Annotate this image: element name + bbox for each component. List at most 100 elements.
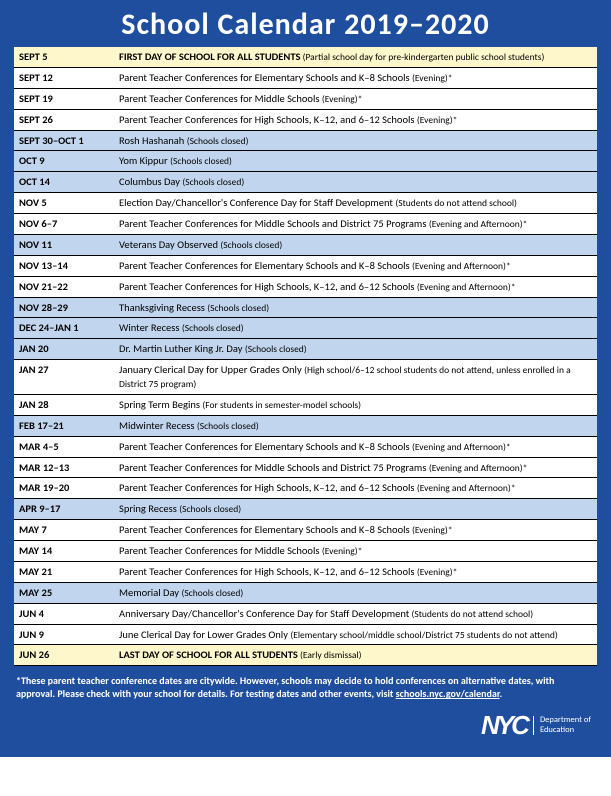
desc-cell: June Clerical Day for Lower Grades Only … [114,624,597,645]
desc-note: (Schools closed) [170,155,232,167]
desc-cell: Midwinter Recess (Schools closed) [114,415,597,436]
desc-text: Yom Kippur [119,154,170,167]
date-cell: SEPT 26 [14,109,114,130]
desc-cell: Memorial Day (Schools closed) [114,582,597,603]
date-cell: SEPT 5 [14,47,114,67]
table-row: MAR 19–20Parent Teacher Conferences for … [14,478,597,499]
table-row: SEPT 12 Parent Teacher Conferences for El… [14,67,597,88]
table-row: MAY 7Parent Teacher Conferences for Elem… [14,520,597,541]
date-cell: APR 9–17 [14,499,114,520]
desc-cell: January Clerical Day for Upper Grades On… [114,360,597,395]
date-cell: MAY 7 [14,520,114,541]
date-cell: DEC 24–JAN 1 [14,318,114,339]
table-row: JAN 20Dr. Martin Luther King Jr. Day (Sc… [14,339,597,360]
desc-text: Midwinter Recess [119,419,197,432]
desc-text: Parent Teacher Conferences for Elementar… [119,440,412,453]
desc-cell: Columbus Day (Schools closed) [114,172,597,193]
table-row: NOV 11 Veterans Day Observed (Schools clo… [14,234,597,255]
desc-note: (Elementary school/middle school/Distric… [290,629,557,641]
logo-sub-line2: Education [540,725,574,735]
calendar-table: SEPT 5FIRST DAY OF SCHOOL FOR ALL STUDEN… [14,47,597,666]
desc-cell: Parent Teacher Conferences for High Scho… [114,276,597,297]
desc-cell: LAST DAY OF SCHOOL FOR ALL STUDENTS (Ear… [114,645,597,666]
desc-text: Thanksgiving Recess [119,301,207,314]
desc-note: (Evening)* [417,566,457,578]
desc-text: Parent Teacher Conferences for Middle Sc… [119,217,429,230]
table-container: SEPT 5FIRST DAY OF SCHOOL FOR ALL STUDEN… [14,47,597,666]
desc-cell: Parent Teacher Conferences for Middle Sc… [114,88,597,109]
desc-text: Parent Teacher Conferences for High Scho… [119,481,417,494]
desc-note: (Schools closed) [181,587,243,599]
date-cell: FEB 17–21 [14,415,114,436]
desc-text: Dr. Martin Luther King Jr. Day [119,342,245,355]
desc-cell: Rosh Hashanah (Schools closed) [114,130,597,151]
desc-text: Rosh Hashanah [119,134,187,147]
table-row: JUN 4 Anniversary Day/Chancellor's Confer… [14,603,597,624]
footer-link[interactable]: schools.nyc.gov/calendar [396,687,500,700]
table-row: JAN 28Spring Term Begins (For students i… [14,394,597,415]
table-row: SEPT 26 Parent Teacher Conferences for Hi… [14,109,597,130]
table-row: OCT 9Yom Kippur (Schools closed) [14,151,597,172]
date-cell: OCT 9 [14,151,114,172]
date-cell: MAY 25 [14,582,114,603]
date-cell: OCT 14 [14,172,114,193]
desc-note: (For students in semester-model schools) [202,399,361,411]
table-row: MAR 12–13Parent Teacher Conferences for … [14,457,597,478]
desc-cell: Parent Teacher Conferences for Middle Sc… [114,457,597,478]
desc-text: Spring Recess [119,502,179,515]
desc-text: Columbus Day [119,175,182,188]
desc-text: Parent Teacher Conferences for Middle Sc… [119,544,322,557]
table-row: MAY 21 Parent Teacher Conferences for Hig… [14,561,597,582]
desc-cell: Parent Teacher Conferences for Middle Sc… [114,541,597,562]
desc-note: (Evening)* [322,545,362,557]
footer-text-b: . [500,687,503,700]
desc-note: (Schools closed) [220,239,282,251]
date-cell: NOV 28–29 [14,297,114,318]
date-cell: SEPT 12 [14,67,114,88]
date-cell: MAY 21 [14,561,114,582]
desc-note: (Schools closed) [245,343,307,355]
desc-text: Parent Teacher Conferences for Elementar… [119,71,412,84]
date-cell: JUN 4 [14,603,114,624]
date-cell: MAY 14 [14,541,114,562]
table-row: OCT 14Columbus Day (Schools closed) [14,172,597,193]
desc-note: (Evening and Afternoon)* [417,482,516,494]
nyc-logo: NYC [481,710,527,741]
desc-cell: Yom Kippur (Schools closed) [114,151,597,172]
logo-subtitle: Department of Education [533,716,591,735]
desc-note: (Evening and Afternoon)* [412,441,511,453]
desc-text: Parent Teacher Conferences for High Scho… [119,280,417,293]
desc-cell: Parent Teacher Conferences for Elementar… [114,67,597,88]
table-row: JUN 9June Clerical Day for Lower Grades … [14,624,597,645]
desc-cell: Parent Teacher Conferences for Elementar… [114,255,597,276]
page-title: School Calendar 2019–2020 [0,0,611,47]
table-row: SEPT 19Parent Teacher Conferences for Mi… [14,88,597,109]
date-cell: SEPT 30–OCT 1 [14,130,114,151]
desc-cell: Parent Teacher Conferences for High Scho… [114,109,597,130]
desc-text: Veterans Day Observed [119,238,220,251]
desc-cell: Parent Teacher Conferences for High Scho… [114,561,597,582]
desc-note: (Schools closed) [197,420,259,432]
date-cell: JUN 9 [14,624,114,645]
desc-text: Parent Teacher Conferences for Middle Sc… [119,461,429,474]
desc-cell: Spring Recess (Schools closed) [114,499,597,520]
table-row: MAY 14 Parent Teacher Conferences for Mid… [14,541,597,562]
desc-text: Parent Teacher Conferences for High Scho… [119,113,417,126]
desc-cell: Winter Recess (Schools closed) [114,318,597,339]
desc-text: Anniversary Day/Chancellor's Conference … [119,607,409,620]
date-cell: NOV 11 [14,234,114,255]
logo-row: NYC Department of Education [0,706,611,747]
desc-cell: Parent Teacher Conferences for Elementar… [114,436,597,457]
date-cell: SEPT 19 [14,88,114,109]
table-row: MAR 4–5Parent Teacher Conferences for El… [14,436,597,457]
desc-note: (Evening)* [417,114,457,126]
desc-text: Parent Teacher Conferences for High Scho… [119,565,417,578]
date-cell: NOV 21–22 [14,276,114,297]
desc-text: Memorial Day [119,586,181,599]
table-row: NOV 6–7Parent Teacher Conferences for Mi… [14,214,597,235]
desc-note: (Evening and Afternoon)* [429,218,528,230]
table-row: MAY 25Memorial Day (Schools closed) [14,582,597,603]
date-cell: JAN 28 [14,394,114,415]
desc-note: (Students do not attend school) [409,608,533,620]
desc-note: (Early dismissal) [298,649,362,661]
